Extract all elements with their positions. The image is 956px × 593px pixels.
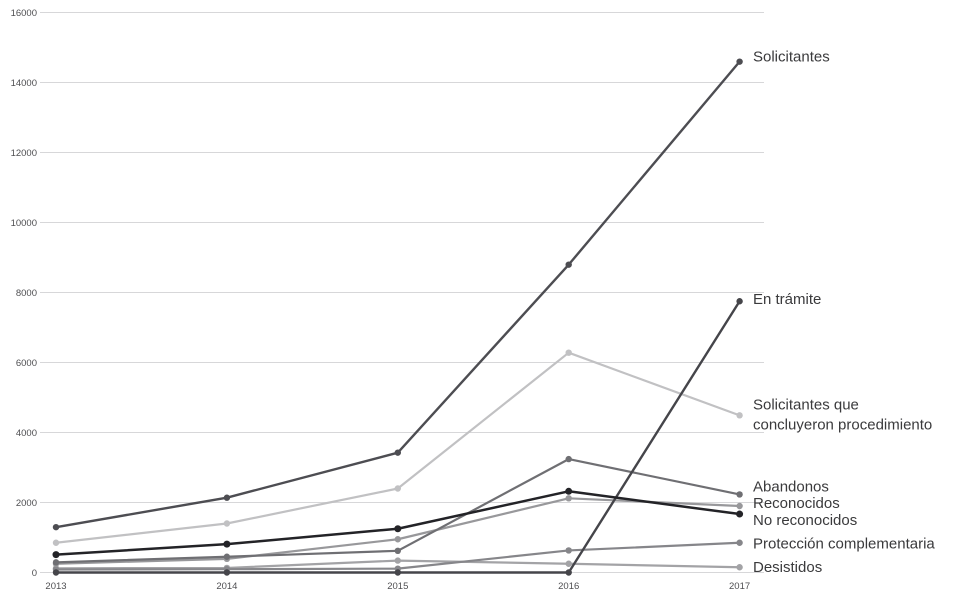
- data-point-solicitantes-2016: [565, 261, 572, 268]
- data-point-no-reconocidos-2016: [565, 487, 573, 495]
- x-tick-label: 2013: [45, 581, 66, 592]
- data-point-reconocidos-2015: [394, 536, 401, 543]
- x-tick-label: 2015: [387, 581, 408, 592]
- gridlines: [40, 12, 764, 573]
- y-tick-label: 0: [32, 568, 37, 579]
- data-point-concluyeron-2016: [565, 349, 572, 356]
- data-point-reconocidos-2017: [736, 502, 743, 510]
- y-tick-label: 8000: [16, 288, 37, 299]
- series-abandonos: Abandonos: [52, 455, 829, 566]
- data-point-en-tramite-2013: [52, 569, 60, 576]
- series-en-tramite: En trámite: [52, 291, 821, 576]
- data-point-no-reconocidos-2013: [52, 551, 60, 559]
- data-point-desistidos-2017: [736, 564, 743, 571]
- series-no-reconocidos: No reconocidos: [52, 487, 857, 559]
- data-point-reconocidos-2016: [565, 495, 572, 502]
- series-proteccion-complementaria: Protección complementaria: [52, 536, 935, 573]
- series-label-desistidos: Desistidos: [753, 559, 822, 576]
- data-point-concluyeron-2017: [736, 412, 743, 419]
- axis-ticks: 0 2000 4000 6000 8000 10000 12000 14000 16000 201…: [11, 8, 751, 592]
- data-point-abandonos-2015: [394, 547, 401, 554]
- x-tick-label: 2016: [558, 581, 579, 592]
- series-label-concluyeron-line2: concluyeron procedimiento: [753, 416, 932, 433]
- series-solicitantes: Solicitantes: [52, 49, 830, 531]
- data-point-solicitantes-2015: [394, 449, 401, 456]
- data-point-proteccion-complementaria-2017: [736, 539, 743, 546]
- y-tick-label: 16000: [11, 8, 37, 19]
- series-label-solicitantes: Solicitantes: [753, 49, 830, 66]
- data-point-abandonos-2017: [736, 491, 743, 498]
- data-point-concluyeron-2015: [394, 485, 401, 492]
- series-line-solicitantes: [55, 60, 741, 529]
- data-point-abandonos-2014: [223, 553, 231, 560]
- series-label-reconocidos: Reconocidos: [753, 495, 840, 512]
- y-tick-label: 2000: [16, 498, 37, 509]
- data-point-solicitantes-2013: [52, 523, 60, 531]
- x-tick-label: 2014: [216, 581, 237, 592]
- y-tick-label: 12000: [11, 148, 37, 159]
- series-label-abandonos: Abandonos: [753, 478, 829, 495]
- data-point-en-tramite-2014: [223, 569, 231, 576]
- data-point-no-reconocidos-2017: [736, 510, 744, 518]
- series-line-concluyeron: [55, 351, 740, 544]
- data-point-concluyeron-2013: [52, 539, 60, 546]
- data-point-en-tramite-2015: [394, 569, 401, 576]
- data-point-proteccion-complementaria-2016: [565, 547, 572, 554]
- data-point-desistidos-2015: [394, 557, 401, 564]
- data-point-abandonos-2016: [565, 455, 572, 463]
- y-tick-label: 10000: [11, 218, 37, 229]
- series-label-proteccion-complementaria: Protección complementaria: [753, 536, 935, 553]
- x-tick-label: 2017: [729, 581, 750, 592]
- y-tick-label: 4000: [16, 428, 37, 439]
- data-point-no-reconocidos-2014: [223, 540, 231, 548]
- series-label-en-tramite: En trámite: [753, 291, 821, 308]
- series-label-no-reconocidos: No reconocidos: [753, 512, 857, 529]
- data-point-solicitantes-2017: [736, 58, 743, 65]
- y-tick-label: 6000: [16, 358, 37, 369]
- data-point-en-tramite-2017: [736, 298, 743, 305]
- series-label-concluyeron-line1: Solicitantes que: [753, 396, 859, 413]
- series-concluyeron: Solicitantes que concluyeron procedimient…: [52, 349, 932, 546]
- series-reconocidos: Reconocidos: [52, 495, 840, 567]
- data-point-en-tramite-2016: [565, 569, 572, 576]
- y-tick-label: 14000: [11, 78, 37, 89]
- data-point-concluyeron-2014: [223, 520, 231, 527]
- series-line-no-reconocidos: [55, 490, 740, 556]
- data-point-no-reconocidos-2015: [394, 525, 402, 533]
- data-point-desistidos-2016: [565, 560, 572, 567]
- data-point-solicitantes-2014: [223, 494, 231, 501]
- data-point-abandonos-2013: [52, 559, 60, 566]
